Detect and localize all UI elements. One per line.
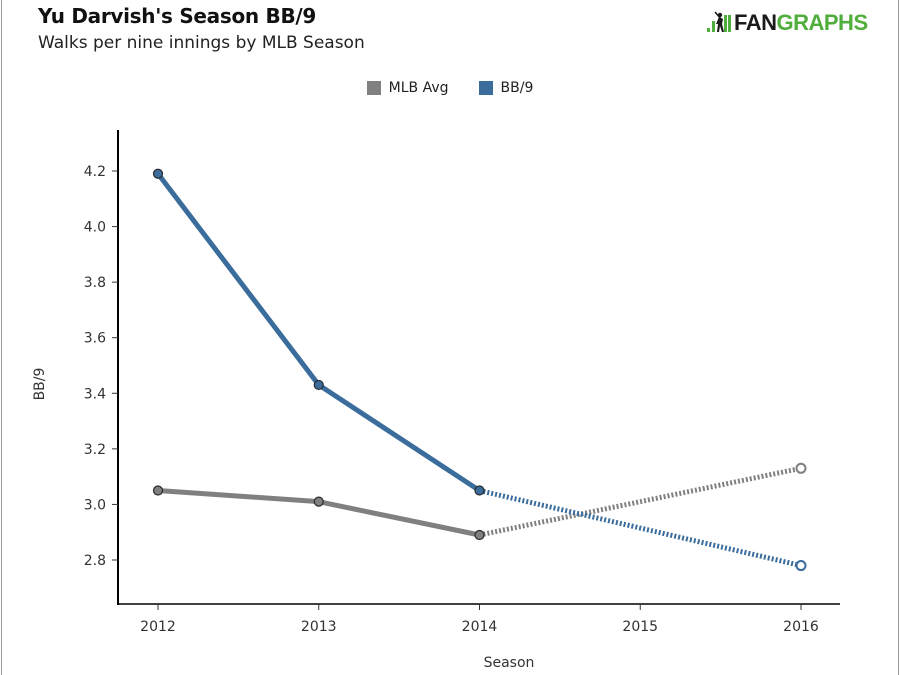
y-tick-label: 3.8 — [84, 275, 106, 291]
y-tick-label: 3.2 — [84, 442, 106, 458]
y-tick-label: 3.4 — [84, 386, 106, 402]
series-layer — [152, 168, 807, 572]
data-point-mlb-avg[interactable] — [152, 485, 164, 496]
x-axis: 2012 2013 2014 2015 2016 — [117, 603, 840, 635]
data-point-bb-9[interactable] — [152, 168, 164, 179]
y-tick-label: 2.8 — [84, 553, 106, 569]
legend-item-mlb-avg[interactable]: MLB Avg — [366, 80, 449, 96]
fangraphs-logo[interactable]: FAN GRAPHS — [706, 10, 868, 36]
frame-border-right — [898, 0, 899, 675]
chart-legend: MLB Avg BB/9 — [0, 80, 900, 96]
x-tick-label: 2013 — [301, 619, 337, 635]
legend-label-mlb-avg: MLB Avg — [388, 80, 449, 96]
logo-text-fan: FAN — [734, 10, 777, 35]
y-tick-label: 4.0 — [84, 220, 106, 236]
y-axis-title: BB/9 — [32, 368, 48, 401]
x-tick-label: 2012 — [140, 619, 176, 635]
y-tick-label: 3.6 — [84, 331, 106, 347]
projected-point-bb-9[interactable] — [795, 560, 807, 572]
x-tick-label: 2014 — [462, 619, 498, 635]
chart-title: Yu Darvish's Season BB/9 — [38, 4, 317, 28]
x-tick-label: 2015 — [622, 619, 658, 635]
series-line-bb-9 — [155, 171, 482, 494]
y-tick-label: 3.0 — [84, 497, 106, 513]
y-tick-label: 4.2 — [84, 164, 106, 180]
logo-text-graphs: GRAPHS — [776, 10, 869, 35]
projected-line-bb-9 — [478, 488, 802, 568]
fangraphs-batter-icon — [707, 11, 731, 32]
legend-swatch-bb9 — [478, 81, 493, 95]
legend-item-bb9[interactable]: BB/9 — [478, 80, 534, 96]
data-point-bb-9[interactable] — [313, 379, 324, 391]
chart-subtitle: Walks per nine innings by MLB Season — [38, 33, 365, 53]
frame-border-left — [1, 0, 2, 675]
data-point-mlb-avg[interactable] — [313, 496, 324, 507]
legend-swatch-mlb-avg — [366, 81, 381, 95]
x-axis-title: Season — [484, 655, 535, 671]
data-point-bb-9[interactable] — [474, 485, 485, 496]
y-axis: 2.8 3.0 3.2 3.4 3.6 3.8 4.0 4.2 — [84, 130, 119, 605]
data-point-mlb-avg[interactable] — [474, 529, 485, 541]
legend-label-bb9: BB/9 — [500, 80, 534, 96]
projected-point-mlb-avg[interactable] — [795, 462, 807, 474]
projected-line-mlb-avg — [478, 465, 802, 538]
x-tick-label: 2016 — [783, 619, 819, 635]
